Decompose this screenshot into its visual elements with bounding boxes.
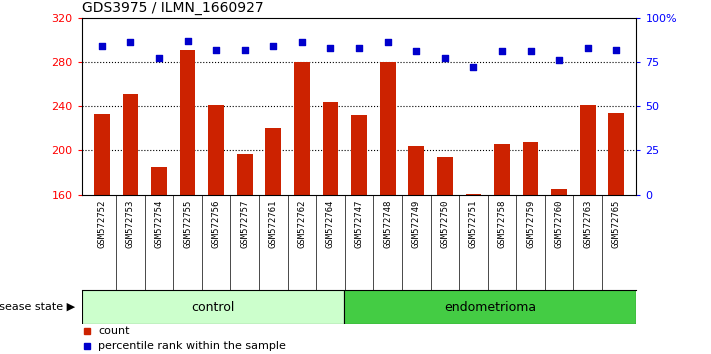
Bar xyxy=(344,290,636,324)
Text: GSM572762: GSM572762 xyxy=(297,199,306,248)
Text: GSM572759: GSM572759 xyxy=(526,199,535,248)
Point xyxy=(496,48,508,54)
Point xyxy=(154,56,165,61)
Point xyxy=(124,40,136,45)
Text: control: control xyxy=(191,301,235,314)
Text: GSM572758: GSM572758 xyxy=(498,199,506,248)
Text: GSM572757: GSM572757 xyxy=(240,199,250,248)
Text: GSM572748: GSM572748 xyxy=(383,199,392,248)
Bar xyxy=(82,290,344,324)
Bar xyxy=(437,157,453,195)
Text: GSM572753: GSM572753 xyxy=(126,199,135,248)
Point xyxy=(582,45,594,51)
Text: GSM572751: GSM572751 xyxy=(469,199,478,248)
Text: GSM572750: GSM572750 xyxy=(440,199,449,248)
Bar xyxy=(323,102,338,195)
Bar xyxy=(265,128,281,195)
Point xyxy=(611,47,622,52)
Bar xyxy=(208,105,224,195)
Point xyxy=(410,48,422,54)
Point xyxy=(553,57,565,63)
Bar xyxy=(237,154,252,195)
Point xyxy=(325,45,336,51)
Text: GSM572765: GSM572765 xyxy=(612,199,621,248)
Point xyxy=(468,64,479,70)
Text: GSM572747: GSM572747 xyxy=(355,199,363,248)
Text: count: count xyxy=(98,326,130,336)
Text: GSM572761: GSM572761 xyxy=(269,199,278,248)
Point xyxy=(296,40,308,45)
Point xyxy=(439,56,451,61)
Bar xyxy=(551,189,567,195)
Point xyxy=(239,47,250,52)
Text: GSM572754: GSM572754 xyxy=(154,199,164,248)
Point xyxy=(525,48,536,54)
Bar xyxy=(294,62,310,195)
Bar xyxy=(122,94,138,195)
Text: GSM572764: GSM572764 xyxy=(326,199,335,248)
Bar xyxy=(466,194,481,195)
Bar xyxy=(151,167,167,195)
Bar xyxy=(380,62,395,195)
Bar xyxy=(408,146,424,195)
Bar xyxy=(609,113,624,195)
Point xyxy=(182,38,193,44)
Text: GSM572749: GSM572749 xyxy=(412,199,421,248)
Text: GDS3975 / ILMN_1660927: GDS3975 / ILMN_1660927 xyxy=(82,1,263,15)
Text: disease state ▶: disease state ▶ xyxy=(0,302,75,312)
Point xyxy=(382,40,393,45)
Bar xyxy=(523,142,538,195)
Text: GSM572763: GSM572763 xyxy=(583,199,592,248)
Bar xyxy=(580,105,596,195)
Point xyxy=(267,43,279,49)
Text: percentile rank within the sample: percentile rank within the sample xyxy=(98,342,287,352)
Bar xyxy=(351,115,367,195)
Bar xyxy=(94,114,109,195)
Text: GSM572752: GSM572752 xyxy=(97,199,106,248)
Text: GSM572756: GSM572756 xyxy=(212,199,220,248)
Text: GSM572755: GSM572755 xyxy=(183,199,192,248)
Text: endometrioma: endometrioma xyxy=(444,301,537,314)
Bar xyxy=(494,144,510,195)
Point xyxy=(96,43,107,49)
Point xyxy=(353,45,365,51)
Bar xyxy=(180,50,196,195)
Point xyxy=(210,47,222,52)
Text: GSM572760: GSM572760 xyxy=(555,199,564,248)
